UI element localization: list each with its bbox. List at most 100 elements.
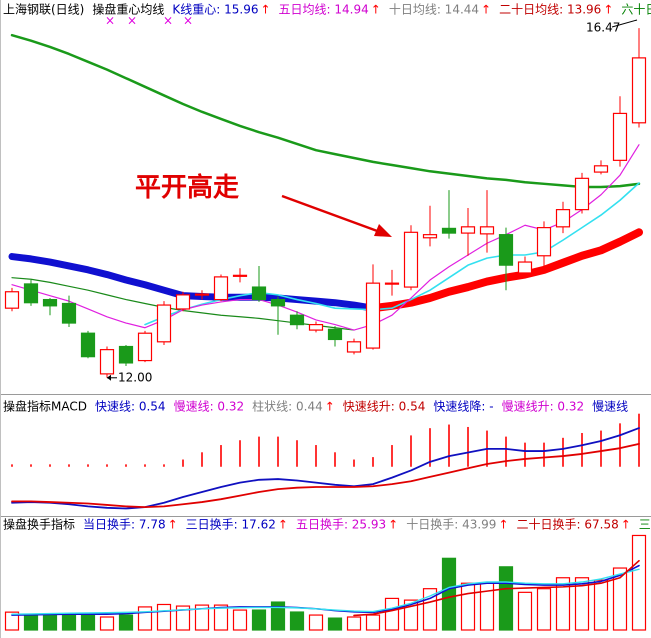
annotation-title: 平开高走 bbox=[135, 172, 239, 202]
turnover-bar bbox=[137, 606, 153, 631]
candle-body bbox=[441, 227, 457, 234]
annotation: 16.47 bbox=[586, 21, 620, 35]
candle-body bbox=[175, 294, 191, 310]
turnover-bar bbox=[61, 614, 77, 631]
turnover-bar bbox=[365, 614, 381, 631]
turnover-bar bbox=[270, 601, 286, 631]
candle-body bbox=[270, 298, 286, 307]
candle-body bbox=[555, 209, 571, 228]
line bbox=[11, 144, 640, 331]
legend-item: 操盘重心均线 bbox=[92, 2, 164, 17]
candle-body bbox=[99, 349, 115, 375]
legend-arrow: ↑ bbox=[621, 518, 631, 532]
legend-arrow: ↑ bbox=[325, 400, 335, 414]
candle-body bbox=[137, 332, 153, 362]
turnover-bar bbox=[593, 579, 609, 631]
candle-body bbox=[289, 314, 305, 326]
turnover-bar bbox=[612, 567, 628, 631]
turnover-bar bbox=[213, 604, 229, 631]
turnover-bar bbox=[118, 614, 134, 631]
marker: × bbox=[183, 14, 193, 28]
legend-arrow: ↑ bbox=[388, 518, 398, 532]
annotation-arrowhead bbox=[374, 224, 392, 237]
legend-item: 慢速线 bbox=[592, 400, 628, 414]
turnover-bar bbox=[441, 557, 457, 631]
turnover-bar bbox=[175, 605, 191, 631]
legend-item: 操盘指标MACD bbox=[3, 399, 87, 414]
line bbox=[11, 568, 640, 615]
legend-item: 慢速线升: 0.32 bbox=[502, 400, 585, 414]
legend-arrow: ↑ bbox=[498, 518, 508, 532]
turnover-bar bbox=[384, 597, 400, 631]
candle-body bbox=[42, 298, 58, 307]
candle-body bbox=[232, 274, 248, 277]
annotation-arrow bbox=[281, 194, 381, 234]
turnover-bar bbox=[80, 614, 96, 631]
legend-item: 十日均线: 14.44 bbox=[389, 3, 479, 17]
turnover-bar bbox=[555, 577, 571, 631]
turnover-bar bbox=[536, 588, 552, 631]
legend-arrow: ↑ bbox=[603, 3, 613, 17]
marker: × bbox=[127, 14, 137, 28]
legend-item: 快速线升: 0.54 bbox=[343, 400, 426, 414]
candle-body bbox=[498, 234, 514, 266]
turnover-bar bbox=[327, 617, 343, 631]
candle-body bbox=[631, 57, 647, 124]
legend-item: 操盘换手指标 bbox=[3, 517, 75, 532]
legend-arrow: ↑ bbox=[168, 518, 178, 532]
turnover-bar bbox=[251, 609, 267, 631]
turnover-bar bbox=[289, 611, 305, 631]
legend-item: 十日换手: 43.99 bbox=[406, 518, 496, 532]
marker: × bbox=[105, 14, 115, 28]
line bbox=[8, 253, 377, 312]
turnover-bar bbox=[99, 616, 115, 631]
turnover-bar bbox=[574, 577, 590, 631]
candle-body bbox=[308, 324, 324, 331]
legend-item: 二十日换手: 67.58 bbox=[517, 518, 619, 532]
legend-item: 快速线: 0.54 bbox=[95, 400, 166, 414]
legend-item: K线重心: 15.96 bbox=[172, 3, 258, 17]
legend-item: 当日换手: 7.78 bbox=[83, 518, 166, 532]
candle-body bbox=[593, 165, 609, 173]
candle-body bbox=[213, 276, 229, 301]
legend-item: 六十日均 bbox=[621, 3, 651, 17]
candle-body bbox=[61, 302, 77, 324]
candle-body bbox=[365, 282, 381, 349]
annotation-arrow bbox=[611, 19, 638, 28]
candle-body bbox=[403, 231, 419, 288]
turnover-bar bbox=[631, 534, 647, 631]
turnover-bar bbox=[42, 614, 58, 631]
legend-item: 五日均线: 14.94 bbox=[279, 3, 369, 17]
legend-arrow: ↑ bbox=[278, 518, 288, 532]
annotation-arrowhead bbox=[107, 374, 111, 381]
candle-body bbox=[479, 226, 495, 235]
candle-body bbox=[384, 282, 400, 285]
candle-body bbox=[23, 283, 39, 304]
marker: × bbox=[163, 14, 173, 28]
candle-body bbox=[80, 332, 96, 358]
candle-body bbox=[156, 304, 172, 343]
turnover-bar bbox=[517, 591, 533, 631]
line bbox=[11, 442, 640, 508]
candle-body bbox=[574, 177, 590, 211]
turnover-bar bbox=[232, 609, 248, 631]
candle-body bbox=[194, 293, 210, 296]
legend-item: 快速线降: - bbox=[433, 400, 493, 414]
candle-body bbox=[251, 286, 267, 301]
legend-arrow: ↑ bbox=[371, 3, 381, 17]
candle-body bbox=[118, 345, 134, 364]
candle-body bbox=[346, 341, 362, 353]
turnover-bar bbox=[460, 582, 476, 631]
line bbox=[353, 559, 640, 617]
turnover-bar bbox=[156, 603, 172, 631]
turnover-bar bbox=[422, 588, 438, 631]
line bbox=[11, 427, 640, 510]
legend-arrow: ↑ bbox=[260, 3, 270, 17]
candle-body bbox=[536, 227, 552, 257]
turnover-bar bbox=[23, 614, 39, 631]
legend-item: 三十E bbox=[639, 518, 651, 532]
candle-body bbox=[517, 261, 533, 274]
legend-item: 二十日均线: 13.96 bbox=[499, 3, 601, 17]
candle-body bbox=[327, 328, 343, 341]
